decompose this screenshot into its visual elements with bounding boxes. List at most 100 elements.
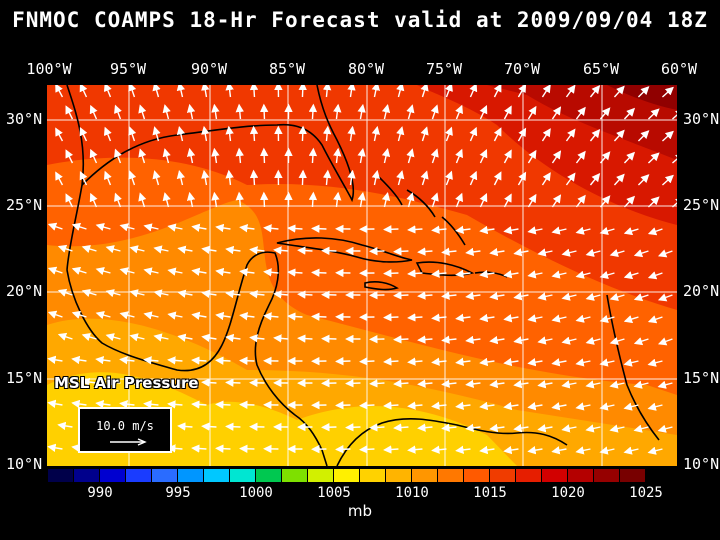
wind-arrow xyxy=(201,125,210,142)
wind-arrow xyxy=(259,147,269,164)
colorbar-swatch xyxy=(282,469,308,482)
wind-arrow xyxy=(503,314,519,323)
wind-arrow xyxy=(89,192,98,208)
wind-arrow xyxy=(103,85,112,98)
wind-arrow xyxy=(420,126,429,142)
wind-arrow xyxy=(493,127,502,142)
colorbar-swatch xyxy=(334,469,360,482)
wind-arrow xyxy=(527,270,543,279)
wind-arrow xyxy=(143,356,159,365)
wind-arrow xyxy=(406,148,415,164)
wind-arrow xyxy=(287,312,303,321)
wind-arrow xyxy=(308,147,318,164)
wind-arrow xyxy=(191,267,207,276)
wind-arrow xyxy=(431,445,447,454)
colorbar-swatch xyxy=(100,469,126,482)
wind-arrow xyxy=(311,268,327,277)
wind-arrow xyxy=(561,380,577,389)
wind-arrow xyxy=(430,104,439,120)
wind-arrow xyxy=(637,86,650,98)
wind-arrow xyxy=(431,313,447,322)
wind-arrow xyxy=(430,148,439,164)
wind-arrow xyxy=(623,315,639,324)
wind-arrow xyxy=(176,125,185,142)
wind-arrow xyxy=(177,245,193,254)
wind-arrow xyxy=(249,246,265,255)
wind-arrow xyxy=(513,292,529,301)
wind-arrow xyxy=(383,445,399,454)
wind-arrow xyxy=(455,225,471,235)
wind-arrow xyxy=(128,85,137,98)
wind-arrow xyxy=(503,445,519,455)
wind-arrow xyxy=(661,174,674,186)
wind-arrow xyxy=(225,245,241,255)
colorbar xyxy=(48,469,646,482)
wind-arrow xyxy=(308,103,318,120)
wind-arrow xyxy=(215,400,231,409)
wind-arrow xyxy=(211,147,220,164)
wind-arrow xyxy=(633,424,649,433)
wind-arrow xyxy=(503,357,519,367)
wind-arrow xyxy=(609,248,625,258)
wind-arrow xyxy=(47,266,63,275)
wind-arrow xyxy=(420,85,429,98)
colorbar-swatch xyxy=(48,469,74,482)
wind-arrow xyxy=(211,191,220,208)
wind-arrow xyxy=(527,446,543,455)
wind-arrow xyxy=(479,401,495,411)
lon-label: 65°W xyxy=(582,60,620,78)
wind-arrow xyxy=(225,85,234,98)
wind-arrow xyxy=(599,358,615,367)
wind-arrow xyxy=(589,173,601,186)
wind-arrow xyxy=(393,423,409,432)
wind-arrow xyxy=(647,271,663,280)
wind-arrow xyxy=(565,128,576,142)
wind-arrow xyxy=(561,336,577,345)
wind-arrow xyxy=(357,147,366,164)
wind-arrow xyxy=(407,401,423,410)
wind-arrow xyxy=(599,195,611,208)
wind-arrow xyxy=(585,336,601,345)
wind-arrow xyxy=(431,401,447,410)
colorbar-label: 995 xyxy=(165,485,191,501)
wind-arrow xyxy=(235,147,244,164)
wind-arrow xyxy=(322,169,332,186)
wind-arrow xyxy=(445,85,453,98)
wind-arrow xyxy=(575,106,586,120)
wind-arrow xyxy=(623,195,636,208)
wind-arrow xyxy=(71,222,87,231)
wind-arrow xyxy=(55,171,64,186)
colorbar-swatch xyxy=(516,469,542,482)
wind-arrow xyxy=(465,335,481,345)
wind-arrow xyxy=(527,226,543,235)
wind-arrow xyxy=(479,313,495,323)
wind-arrow xyxy=(479,105,488,120)
wind-arrow xyxy=(143,400,159,409)
wind-arrow xyxy=(71,399,87,409)
wind-arrow xyxy=(225,125,234,142)
wind-arrow xyxy=(406,104,415,120)
wind-arrow xyxy=(455,401,471,410)
page-title: FNMOC COAMPS 18-Hr Forecast valid at 200… xyxy=(12,8,708,32)
wind-arrow xyxy=(406,192,415,208)
wind-arrow xyxy=(420,170,429,186)
colorbar-label: 990 xyxy=(87,485,113,501)
wind-arrow xyxy=(657,380,673,389)
wind-arrow xyxy=(105,333,121,342)
lat-label: 10°N xyxy=(683,455,720,473)
lat-label: 20°N xyxy=(6,282,43,300)
wind-arrow xyxy=(489,335,505,345)
wind-arrow xyxy=(239,223,255,233)
colorbar-label: 1005 xyxy=(317,485,351,501)
wind-arrow xyxy=(47,310,63,319)
wind-arrow xyxy=(215,311,231,321)
wind-arrow xyxy=(357,103,366,120)
wind-arrow xyxy=(211,103,220,120)
wind-arrow xyxy=(551,150,562,164)
wind-arrow xyxy=(347,169,356,186)
wind-arrow xyxy=(128,170,137,186)
wind-arrow xyxy=(383,269,399,278)
wind-arrow xyxy=(599,151,611,164)
wind-arrow xyxy=(657,249,673,258)
wind-arrow xyxy=(153,245,169,254)
